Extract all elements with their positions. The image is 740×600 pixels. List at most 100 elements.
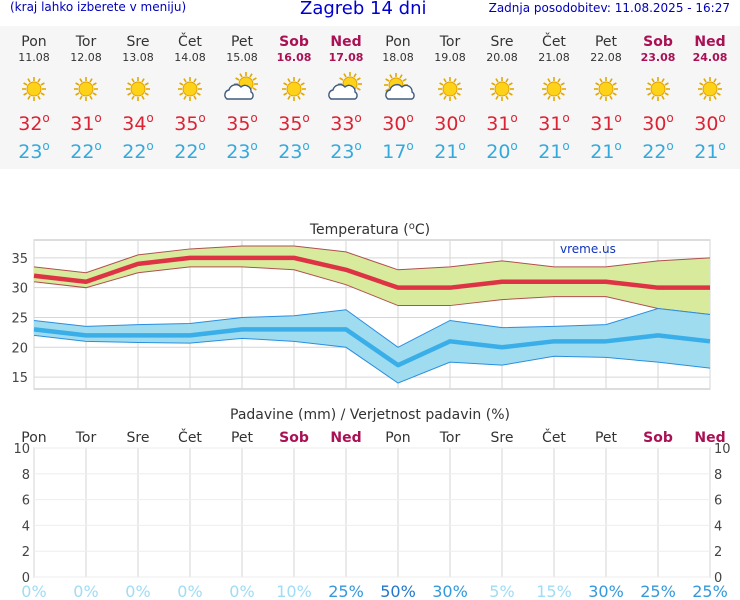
max-temperature: 30o (642, 111, 674, 135)
min-temperature: 22o (122, 139, 154, 163)
watermark: vreme.us (560, 242, 616, 256)
precipitation-probability: 15% (536, 582, 572, 600)
day-forecast[interactable]: Ned 17.08 33o 23o (320, 26, 372, 163)
day-forecast[interactable]: Sob 16.08 35o 23o (268, 26, 320, 163)
sun-icon (646, 77, 670, 101)
day-forecast[interactable]: Čet 21.08 31o 21o (528, 26, 580, 163)
sun-icon (594, 77, 618, 101)
header-bar: (kraj lahko izberete v meniju) Zagreb 14… (0, 0, 740, 22)
precipitation-probability: 30% (432, 582, 468, 600)
min-temperature: 23o (18, 139, 50, 163)
day-forecast[interactable]: Tor 19.08 30o 21o (424, 26, 476, 163)
precipitation-probability: 25% (640, 582, 676, 600)
day-date: 21.08 (538, 51, 570, 64)
x-tick-label: Pet (595, 430, 618, 446)
y-tick-label: 10 (13, 442, 30, 457)
precipitation-probability: 5% (489, 582, 514, 600)
x-tick-label: Sre (127, 430, 150, 446)
day-name: Pet (230, 34, 254, 50)
precipitation-probability: 0% (177, 582, 202, 600)
precipitation-probability: 0% (73, 582, 98, 600)
page-title: Zagreb 14 dni (300, 0, 427, 19)
day-name: Pon (21, 34, 47, 50)
day-forecast[interactable]: Ned 24.08 30o 21o (684, 26, 736, 163)
day-date: 22.08 (590, 51, 622, 64)
day-forecast[interactable]: Pon 18.08 30o 17o (372, 26, 424, 163)
day-date: 24.08 (692, 51, 728, 64)
y-tick-label-right: 0 (714, 571, 722, 586)
max-temperature: 31o (70, 111, 102, 135)
day-name: Čet (542, 34, 566, 50)
day-name: Ned (694, 34, 726, 50)
max-temperature-band-upper (33, 245, 711, 274)
day-date: 18.08 (382, 51, 414, 64)
precipitation-probability: 0% (125, 582, 150, 600)
max-temperature: 31o (590, 111, 622, 135)
min-temperature: 21o (590, 139, 622, 163)
x-tick-label: Pon (385, 430, 410, 446)
day-forecast[interactable]: Pet 22.08 31o 21o (580, 26, 632, 163)
max-temperature: 31o (538, 111, 570, 135)
day-forecast[interactable]: Tor 12.08 31o 22o (60, 26, 112, 163)
max-temperature: 35o (278, 111, 310, 135)
max-temperature: 32o (18, 111, 50, 135)
day-forecast[interactable]: Sre 20.08 31o 20o (476, 26, 528, 163)
precipitation-chart-title: Padavine (mm) / Verjetnost padavin (%) (230, 407, 510, 423)
day-date: 17.08 (328, 51, 364, 64)
min-temperature: 21o (694, 139, 726, 163)
day-name: Sre (490, 34, 514, 50)
day-date: 20.08 (486, 51, 518, 64)
sun-icon (698, 77, 722, 101)
day-date: 16.08 (276, 51, 312, 64)
day-date: 19.08 (434, 51, 466, 64)
day-date: 23.08 (640, 51, 676, 64)
y-tick-label: 4 (22, 519, 30, 534)
sun-icon (22, 77, 46, 101)
day-forecast[interactable]: Čet 14.08 35o 22o (164, 26, 216, 163)
partly-cloudy-icon (384, 73, 415, 100)
min-temperature-band-upper (33, 308, 711, 348)
y-tick-label-right: 8 (714, 468, 722, 483)
sun-icon (282, 77, 306, 101)
temperature-chart: Temperatura (oC) 15 20 25 30 35 vreme.us (11, 221, 711, 390)
day-name: Čet (178, 34, 202, 50)
day-date: 15.08 (226, 51, 258, 64)
day-date: 11.08 (18, 51, 50, 64)
y-tick-label-right: 6 (714, 494, 722, 509)
min-temperature: 20o (486, 139, 518, 163)
day-forecast[interactable]: Sob 23.08 30o 22o (632, 26, 684, 163)
min-temperature: 22o (174, 139, 206, 163)
x-tick-label: Sob (643, 430, 673, 446)
day-forecast[interactable]: Pet 15.08 35o 23o (216, 26, 268, 163)
y-tick-label-right: 10 (714, 442, 731, 457)
y-tick-label: 25 (11, 311, 28, 326)
x-tick-label: Sre (491, 430, 514, 446)
precipitation-probability: 50% (380, 582, 416, 600)
min-temperature: 23o (226, 139, 258, 163)
min-temperature: 21o (434, 139, 466, 163)
day-forecast[interactable]: Pon 11.08 32o 23o (8, 26, 60, 163)
x-tick-label: Pet (231, 430, 254, 446)
cloudy-icon (328, 72, 362, 100)
min-temperature: 23o (278, 139, 310, 163)
min-temperature: 22o (70, 139, 102, 163)
x-tick-label: Tor (75, 430, 97, 446)
precipitation-chart: Padavine (mm) / Verjetnost padavin (%) Po… (13, 407, 731, 600)
day-name: Tor (439, 34, 461, 50)
day-forecast[interactable]: Sre 13.08 34o 22o (112, 26, 164, 163)
day-name: Sre (126, 34, 150, 50)
x-tick-label: Čet (178, 428, 202, 446)
day-name: Sob (643, 34, 673, 50)
y-tick-label-right: 4 (714, 519, 722, 534)
y-tick-label: 8 (22, 468, 30, 483)
sun-icon (178, 77, 202, 101)
precipitation-probability: 0% (229, 582, 254, 600)
last-updated: Zadnja posodobitev: 11.08.2025 - 16:27 (488, 1, 730, 15)
precipitation-probability: 25% (692, 582, 728, 600)
day-name: Ned (330, 34, 362, 50)
location-note[interactable]: (kraj lahko izberete v meniju) (10, 0, 187, 14)
daily-forecast-strip: Pon 11.08 32o 23o Tor 12.08 31o 22o Sre 13.08 34o 2… (0, 26, 740, 169)
min-temperature: 17o (382, 139, 414, 163)
y-tick-label: 0 (22, 571, 30, 586)
day-date: 13.08 (122, 51, 154, 64)
